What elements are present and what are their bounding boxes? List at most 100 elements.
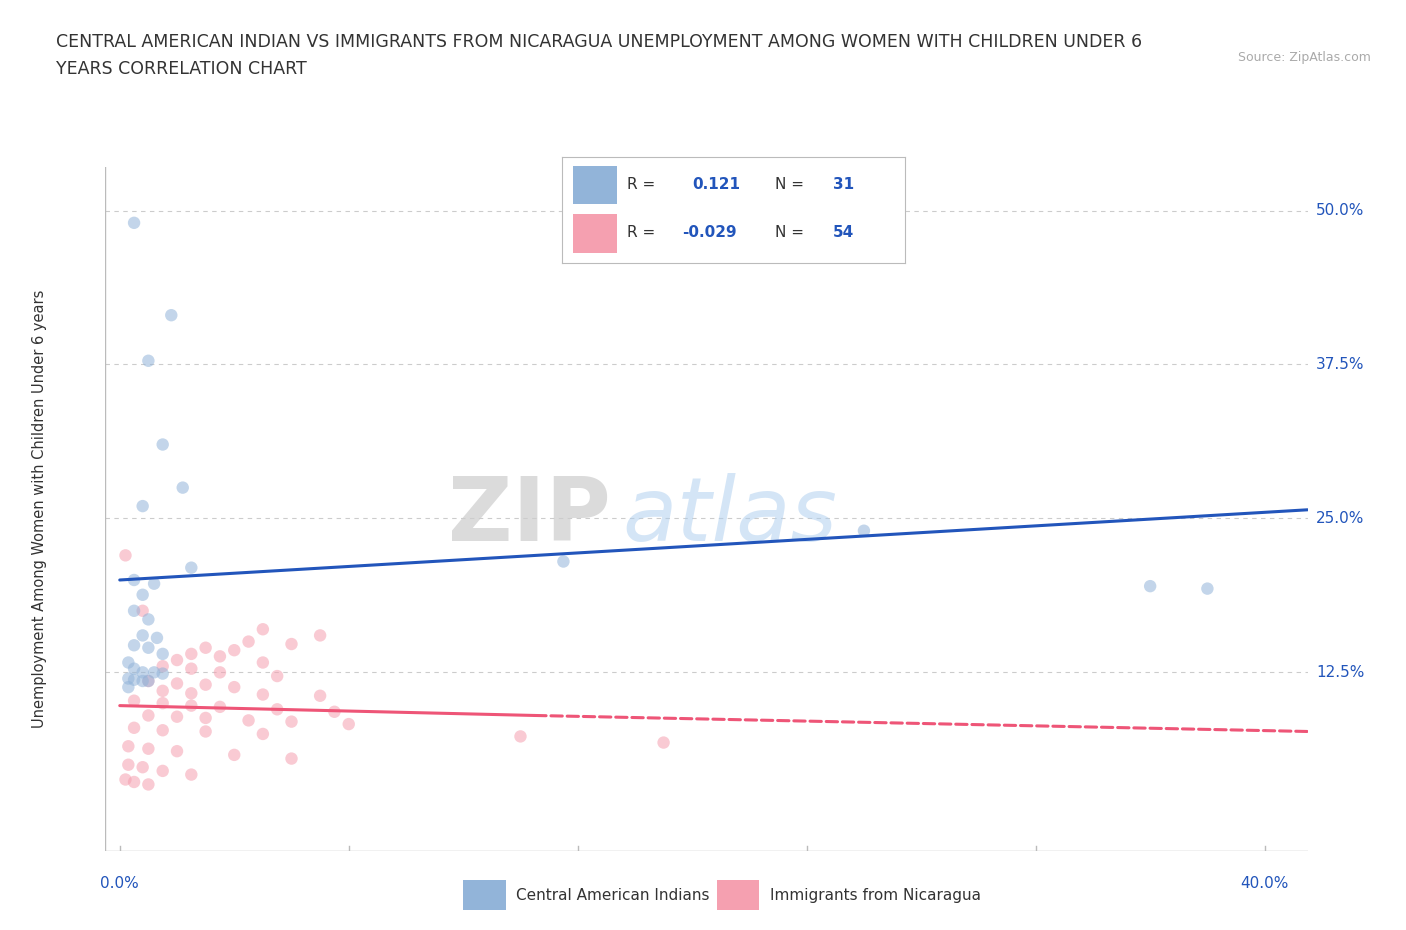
Point bbox=[131, 628, 153, 643]
Text: 31: 31 bbox=[832, 177, 853, 192]
Bar bbox=[572, 214, 617, 253]
Point bbox=[114, 548, 136, 563]
Point bbox=[114, 772, 136, 787]
Point bbox=[852, 524, 875, 538]
Text: R =: R = bbox=[627, 225, 661, 240]
Text: Central American Indians: Central American Indians bbox=[516, 887, 710, 903]
Point bbox=[309, 688, 332, 703]
Point bbox=[117, 671, 139, 686]
Point bbox=[143, 577, 166, 591]
Point bbox=[194, 677, 217, 692]
Point bbox=[138, 353, 160, 368]
Point bbox=[652, 735, 675, 750]
Point bbox=[152, 666, 174, 681]
Text: N =: N = bbox=[775, 177, 804, 192]
Point bbox=[138, 640, 160, 655]
Point bbox=[152, 764, 174, 778]
Point bbox=[266, 669, 288, 684]
Point bbox=[280, 751, 302, 766]
Point bbox=[252, 726, 274, 741]
Point bbox=[266, 702, 288, 717]
Point bbox=[138, 673, 160, 688]
Point bbox=[252, 687, 274, 702]
Point bbox=[509, 729, 531, 744]
Point bbox=[252, 655, 274, 670]
Point bbox=[152, 684, 174, 698]
Point bbox=[180, 685, 202, 700]
Point bbox=[122, 693, 145, 708]
Point bbox=[194, 711, 217, 725]
Point bbox=[180, 698, 202, 713]
Point bbox=[166, 676, 188, 691]
Point bbox=[117, 738, 139, 753]
Point bbox=[152, 658, 174, 673]
Point bbox=[122, 672, 145, 687]
Point bbox=[323, 704, 346, 719]
Text: N =: N = bbox=[775, 225, 804, 240]
Point bbox=[138, 708, 160, 723]
Text: 50.0%: 50.0% bbox=[1316, 203, 1364, 218]
Point bbox=[166, 710, 188, 724]
Point bbox=[122, 573, 145, 588]
Point bbox=[131, 588, 153, 603]
Text: Source: ZipAtlas.com: Source: ZipAtlas.com bbox=[1237, 51, 1371, 64]
Point bbox=[122, 775, 145, 790]
Point bbox=[208, 699, 231, 714]
Point bbox=[131, 760, 153, 775]
Text: 12.5%: 12.5% bbox=[1316, 665, 1364, 680]
Point bbox=[309, 628, 332, 643]
Point bbox=[122, 661, 145, 676]
Text: -0.029: -0.029 bbox=[682, 225, 737, 240]
Text: 37.5%: 37.5% bbox=[1316, 357, 1364, 372]
Point bbox=[117, 655, 139, 670]
Point bbox=[146, 631, 169, 645]
Point bbox=[337, 717, 360, 732]
Bar bbox=[572, 166, 617, 204]
Point bbox=[131, 604, 153, 618]
Text: CENTRAL AMERICAN INDIAN VS IMMIGRANTS FROM NICARAGUA UNEMPLOYMENT AMONG WOMEN WI: CENTRAL AMERICAN INDIAN VS IMMIGRANTS FR… bbox=[56, 33, 1142, 50]
Text: Unemployment Among Women with Children Under 6 years: Unemployment Among Women with Children U… bbox=[32, 290, 46, 728]
Point bbox=[180, 646, 202, 661]
Text: 25.0%: 25.0% bbox=[1316, 511, 1364, 525]
Bar bbox=[463, 880, 506, 910]
Point bbox=[117, 757, 139, 772]
Point bbox=[238, 634, 260, 649]
Point bbox=[172, 480, 194, 495]
Point bbox=[152, 437, 174, 452]
Point bbox=[138, 777, 160, 791]
Bar bbox=[717, 880, 759, 910]
Text: R =: R = bbox=[627, 177, 655, 192]
Text: atlas: atlas bbox=[623, 473, 837, 559]
Text: 0.0%: 0.0% bbox=[100, 876, 139, 891]
Point bbox=[224, 643, 246, 658]
Text: 54: 54 bbox=[832, 225, 855, 240]
Point bbox=[122, 216, 145, 231]
Text: YEARS CORRELATION CHART: YEARS CORRELATION CHART bbox=[56, 60, 307, 78]
Point bbox=[122, 638, 145, 653]
Point bbox=[122, 721, 145, 736]
Point bbox=[252, 622, 274, 637]
Point bbox=[280, 714, 302, 729]
Point bbox=[280, 637, 302, 652]
Point bbox=[180, 560, 202, 575]
Point bbox=[208, 649, 231, 664]
Point bbox=[152, 723, 174, 737]
Point bbox=[180, 661, 202, 676]
Point bbox=[138, 673, 160, 688]
Point bbox=[1197, 581, 1219, 596]
Point bbox=[117, 680, 139, 695]
Point bbox=[131, 665, 153, 680]
Point bbox=[208, 665, 231, 680]
Text: Immigrants from Nicaragua: Immigrants from Nicaragua bbox=[770, 887, 981, 903]
Point bbox=[122, 604, 145, 618]
Point bbox=[131, 498, 153, 513]
Point bbox=[166, 653, 188, 668]
Point bbox=[224, 748, 246, 763]
Point bbox=[224, 680, 246, 695]
Point bbox=[166, 744, 188, 759]
Point bbox=[152, 646, 174, 661]
Point bbox=[160, 308, 183, 323]
Point bbox=[152, 696, 174, 711]
Text: 0.121: 0.121 bbox=[692, 177, 741, 192]
Text: 40.0%: 40.0% bbox=[1240, 876, 1289, 891]
